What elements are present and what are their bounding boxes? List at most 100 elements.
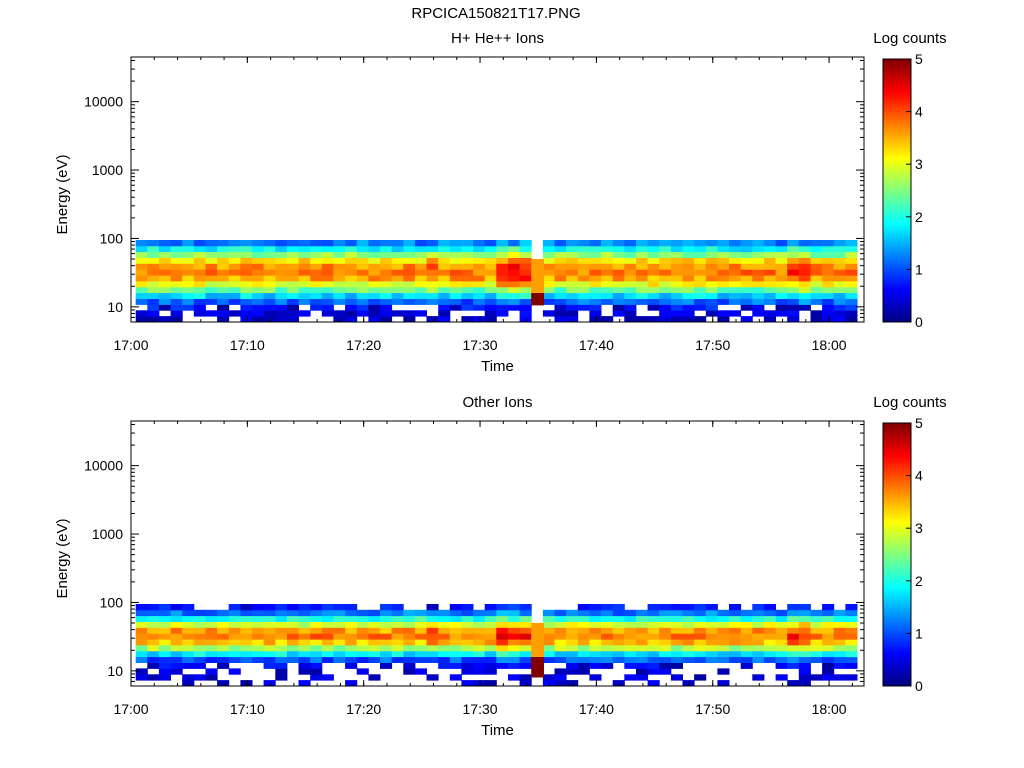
heatmap-cell <box>193 639 206 646</box>
heatmap-cell <box>333 281 346 288</box>
heatmap-cell <box>147 281 160 288</box>
heatmap-cell <box>612 310 625 317</box>
heatmap-cell <box>438 621 451 628</box>
heatmap-cell <box>647 639 660 646</box>
heatmap-cell <box>589 316 602 323</box>
heatmap-cell <box>670 650 683 658</box>
colorbar-swatch <box>883 657 911 661</box>
heatmap-cell <box>403 627 416 634</box>
heatmap-cell <box>147 292 160 299</box>
heatmap-cell <box>368 633 381 640</box>
heatmap-cell <box>403 251 416 258</box>
heatmap-cell <box>763 240 776 247</box>
heatmap-cell <box>368 286 381 294</box>
heatmap-cell <box>554 240 567 247</box>
heatmap-cell <box>368 298 381 305</box>
heatmap-cell <box>682 633 695 640</box>
heatmap-cell <box>752 621 765 628</box>
heatmap-cell <box>694 263 707 270</box>
heatmap-cell <box>426 645 439 652</box>
heatmap-cell <box>310 281 323 288</box>
heatmap-cell <box>612 639 625 646</box>
x-tick-label: 17:20 <box>346 337 381 353</box>
heatmap-cell <box>228 668 241 675</box>
heatmap-cell <box>566 263 579 270</box>
heatmap-cell <box>286 621 299 628</box>
heatmap-cell <box>298 650 311 658</box>
heatmap-cell <box>205 639 218 646</box>
heatmap-cell <box>763 316 776 323</box>
y-tick-label: 10 <box>107 299 123 315</box>
heatmap-cell <box>321 269 334 276</box>
heatmap-cell <box>275 286 288 294</box>
heatmap-cell <box>170 263 183 270</box>
heatmap-cell <box>473 292 486 299</box>
colorbar-swatch <box>883 190 911 194</box>
heatmap-cell <box>577 650 590 658</box>
heatmap-cell <box>484 633 497 640</box>
heatmap-cell <box>670 310 683 317</box>
heatmap-cell <box>263 281 276 288</box>
heatmap-cell <box>193 286 206 294</box>
heatmap-cell <box>636 656 649 663</box>
heatmap-cell <box>333 621 346 628</box>
heatmap-cell <box>577 240 590 247</box>
heatmap-cell <box>252 650 265 658</box>
heatmap-cell <box>286 310 299 317</box>
heatmap-cell <box>263 310 276 317</box>
heatmap-cell <box>345 645 358 652</box>
heatmap-cell <box>205 275 218 282</box>
heatmap-cell <box>403 310 416 317</box>
heatmap-cell <box>356 650 369 658</box>
heatmap-cell <box>310 650 323 658</box>
heatmap-cell <box>380 609 393 617</box>
heatmap-cell <box>205 245 218 253</box>
heatmap-cell <box>601 662 614 669</box>
heatmap-cell <box>217 269 230 276</box>
heatmap-cell <box>414 263 427 270</box>
heatmap-cell <box>752 609 765 617</box>
heatmap-cell <box>542 240 555 247</box>
heatmap-cell <box>589 245 602 253</box>
heatmap-cell <box>263 609 276 617</box>
heatmap-cell <box>833 257 846 264</box>
heatmap-cell <box>263 656 276 663</box>
heatmap-cell <box>135 668 148 675</box>
heatmap-cell <box>240 650 253 658</box>
heatmap-cell <box>519 281 532 288</box>
heatmap-cell <box>193 609 206 617</box>
heatmap-cell <box>484 245 497 253</box>
heatmap-cell <box>380 257 393 264</box>
heatmap-cell <box>636 674 649 681</box>
heatmap-cell <box>740 281 753 288</box>
heatmap-cell <box>298 615 311 622</box>
heatmap-cell <box>647 251 660 258</box>
heatmap-cell <box>158 604 171 611</box>
heatmap-cell <box>577 275 590 282</box>
heatmap-cell <box>833 292 846 299</box>
colorbar-swatch <box>883 457 911 461</box>
heatmap-cell <box>228 609 241 617</box>
heatmap-cell <box>368 275 381 282</box>
heatmap-cell <box>426 240 439 247</box>
heatmap-cell <box>217 304 230 311</box>
heatmap-cell <box>612 292 625 299</box>
heatmap-cell <box>263 263 276 270</box>
colorbar-swatch <box>883 436 911 440</box>
heatmap-cell <box>496 621 509 628</box>
heatmap-cell <box>170 298 183 305</box>
heatmap-cell <box>414 292 427 299</box>
heatmap-cell <box>170 269 183 276</box>
heatmap-cell <box>810 263 823 270</box>
colorbar-swatch <box>883 206 911 210</box>
heatmap-cell <box>694 627 707 634</box>
heatmap-cell <box>310 304 323 311</box>
heatmap-cell <box>263 621 276 628</box>
heatmap-cell <box>298 269 311 276</box>
heatmap-cell <box>205 281 218 288</box>
heatmap-cell <box>403 668 416 675</box>
heatmap-cell <box>624 316 637 323</box>
heatmap-cell <box>193 292 206 299</box>
heatmap-cell <box>240 257 253 264</box>
